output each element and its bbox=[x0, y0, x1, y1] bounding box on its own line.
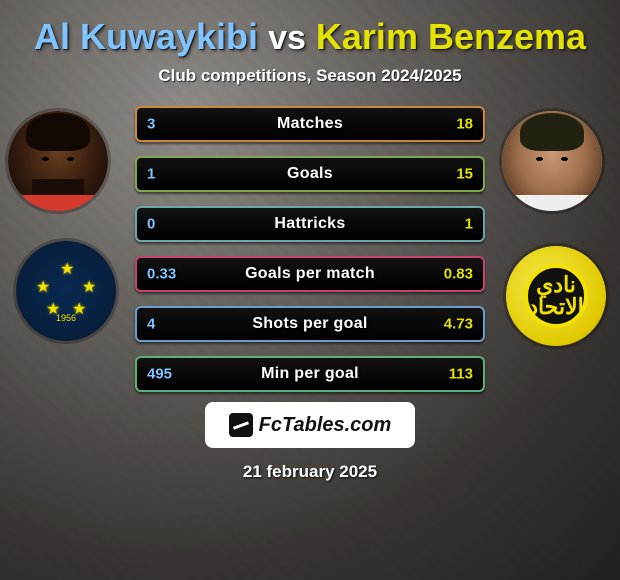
stat-v2: 1 bbox=[465, 216, 473, 233]
stat-label: Hattricks bbox=[137, 215, 483, 233]
stat-bars: 3 Matches 18 1 Goals 15 0 Hattricks 1 0.… bbox=[135, 106, 485, 406]
stat-label: Matches bbox=[137, 115, 483, 133]
branding-icon bbox=[229, 413, 253, 437]
title-vs: vs bbox=[268, 19, 306, 57]
stat-label: Goals bbox=[137, 165, 483, 183]
stat-v2: 113 bbox=[449, 366, 473, 383]
stat-row-matches: 3 Matches 18 bbox=[135, 106, 485, 142]
branding-text: FcTables.com bbox=[259, 414, 392, 437]
club1-year: 1956 bbox=[16, 313, 116, 323]
date-label: 21 february 2025 bbox=[0, 462, 620, 482]
page-title: Al Kuwaykibi vs Karim Benzema bbox=[0, 0, 620, 62]
stat-row-spg: 4 Shots per goal 4.73 bbox=[135, 306, 485, 342]
player2-face bbox=[502, 111, 602, 211]
comparison-area: ★ ★ ★ ★ ★ 1956 ناديالاتحاد 3 Matches 18 … bbox=[0, 106, 620, 386]
stat-row-mpg: 495 Min per goal 113 bbox=[135, 356, 485, 392]
subtitle: Club competitions, Season 2024/2025 bbox=[0, 66, 620, 86]
player1-portrait bbox=[8, 111, 108, 211]
player2-portrait bbox=[502, 111, 602, 211]
stat-v2: 18 bbox=[456, 116, 473, 133]
stat-label: Min per goal bbox=[137, 365, 483, 383]
stat-v2: 15 bbox=[456, 166, 473, 183]
player2-club-badge: ناديالاتحاد bbox=[506, 246, 606, 346]
club2-mark: ناديالاتحاد bbox=[524, 264, 588, 328]
stat-v2: 4.73 bbox=[444, 316, 473, 333]
player1-face bbox=[8, 111, 108, 211]
stat-row-goals: 1 Goals 15 bbox=[135, 156, 485, 192]
stat-v2: 0.83 bbox=[444, 266, 473, 283]
title-player2: Karim Benzema bbox=[316, 16, 586, 57]
stat-row-hattricks: 0 Hattricks 1 bbox=[135, 206, 485, 242]
content: Al Kuwaykibi vs Karim Benzema Club compe… bbox=[0, 0, 620, 482]
title-player1: Al Kuwaykibi bbox=[34, 16, 258, 57]
player1-club-badge: ★ ★ ★ ★ ★ 1956 bbox=[16, 241, 116, 341]
stat-label: Goals per match bbox=[137, 265, 483, 283]
branding-badge[interactable]: FcTables.com bbox=[205, 402, 415, 448]
stat-row-gpm: 0.33 Goals per match 0.83 bbox=[135, 256, 485, 292]
stat-label: Shots per goal bbox=[137, 315, 483, 333]
